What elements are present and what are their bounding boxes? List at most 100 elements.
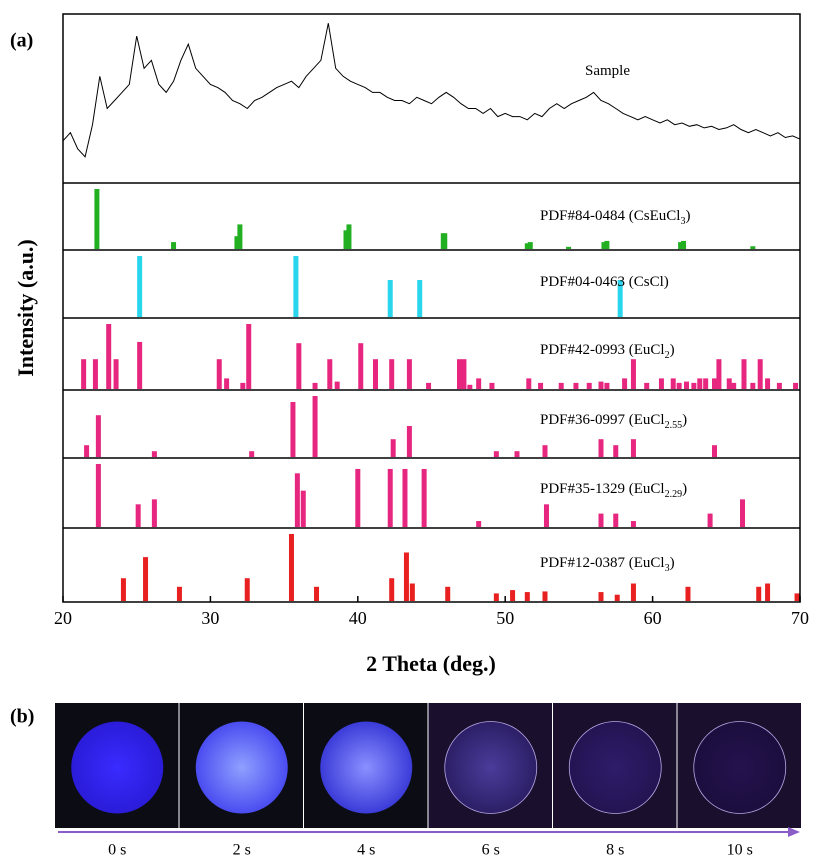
photo-strip [55, 703, 801, 828]
panel-label: (a) [10, 30, 33, 52]
reference-peak [296, 343, 302, 389]
pattern-label: Sample [585, 63, 630, 79]
label-part: Sample [585, 63, 630, 79]
label-part: 2.55 [665, 420, 683, 431]
reference-peak [750, 246, 756, 249]
reference-peak [598, 513, 604, 527]
reference-peak [510, 590, 516, 601]
reference-peak [493, 451, 499, 457]
reference-peak [630, 439, 636, 457]
reference-peak [237, 224, 243, 249]
reference-peak [658, 378, 664, 389]
reference-peak [489, 382, 495, 389]
reference-peak [94, 189, 100, 249]
reference-peak [681, 240, 687, 249]
reference-peak [604, 382, 610, 389]
reference-peak [476, 378, 482, 389]
reference-peak [524, 243, 530, 249]
reference-peak [95, 415, 101, 457]
reference-peak [389, 359, 395, 389]
pattern-label: PDF#04-0463 (CsCl) [540, 274, 669, 290]
label-part: 3 [665, 563, 670, 574]
x-tick-label: 40 [349, 608, 367, 628]
reference-peak [372, 359, 378, 389]
label-part: ) [670, 342, 675, 358]
reference-peak [622, 378, 628, 389]
reference-peak [685, 586, 691, 601]
reference-peak [387, 280, 393, 317]
reference-peak [573, 382, 579, 389]
reference-peak [765, 378, 771, 389]
reference-peak [601, 242, 607, 249]
x-tick-label: 50 [496, 608, 514, 628]
time-label: 10 s [727, 842, 753, 859]
reference-peak [630, 583, 636, 601]
reference-peak [793, 382, 799, 389]
reference-peak [402, 468, 408, 527]
reference-peak [84, 445, 90, 457]
label-part: 2.29 [665, 489, 683, 500]
x-tick-label: 60 [644, 608, 662, 628]
reference-peak [171, 242, 177, 249]
time-label: 8 s [606, 842, 624, 859]
sample-disc [195, 721, 288, 814]
reference-peak [613, 445, 619, 457]
reference-peak [406, 359, 412, 389]
reference-peak [240, 382, 246, 389]
reference-peak [95, 464, 101, 527]
reference-peak [314, 586, 320, 601]
reference-peak [524, 592, 530, 601]
reference-peak [716, 359, 722, 389]
reference-peak [389, 578, 395, 601]
reference-peak [176, 586, 182, 601]
label-part: ) [670, 555, 675, 571]
reference-peak [288, 534, 294, 601]
reference-peak [403, 552, 409, 601]
reference-peak [467, 384, 473, 389]
x-axis-label: 2 Theta (deg.) [366, 651, 496, 676]
reference-peak [390, 439, 396, 457]
reference-peak [527, 242, 533, 249]
reference-peak [300, 490, 306, 527]
reference-peak [143, 557, 149, 601]
reference-peak [290, 402, 296, 457]
label-part: ) [682, 481, 687, 497]
photo-panel-label: (b) [10, 706, 34, 728]
reference-peak [409, 583, 415, 601]
reference-peak [137, 256, 143, 317]
reference-peak [598, 439, 604, 457]
label-part: PDF#36-0997 (EuCl [540, 412, 665, 428]
reference-peak [106, 324, 112, 389]
reference-peak [740, 499, 746, 527]
label-part: PDF#35-1329 (EuCl [540, 481, 665, 497]
reference-peak [750, 382, 756, 389]
reference-peak [707, 513, 713, 527]
reference-peak [776, 382, 782, 389]
sample-disc [693, 721, 787, 814]
reference-peak [249, 451, 255, 457]
reference-peak [244, 578, 250, 601]
time-label: 0 s [108, 842, 126, 859]
reference-peak [346, 224, 352, 249]
reference-peak [294, 473, 300, 527]
reference-peak [678, 242, 684, 249]
reference-peak [586, 382, 592, 389]
pattern-label: PDF#84-0484 (CsEuCl3) [540, 208, 690, 227]
reference-peak [543, 504, 549, 527]
reference-peak [757, 359, 763, 389]
xrd-pattern [62, 23, 801, 158]
reference-peak [417, 280, 423, 317]
pattern-label: PDF#35-1329 (EuCl2.29) [540, 481, 687, 500]
reference-peak [644, 382, 650, 389]
reference-peak [741, 359, 747, 389]
reference-peak [613, 513, 619, 527]
reference-peak [343, 230, 349, 249]
reference-peak [137, 341, 143, 389]
reference-peak [426, 382, 432, 389]
sample-disc [444, 721, 538, 814]
time-label: 4 s [357, 842, 375, 859]
reference-peak [387, 468, 393, 527]
reference-peak [598, 592, 604, 601]
reference-peak [756, 586, 762, 601]
